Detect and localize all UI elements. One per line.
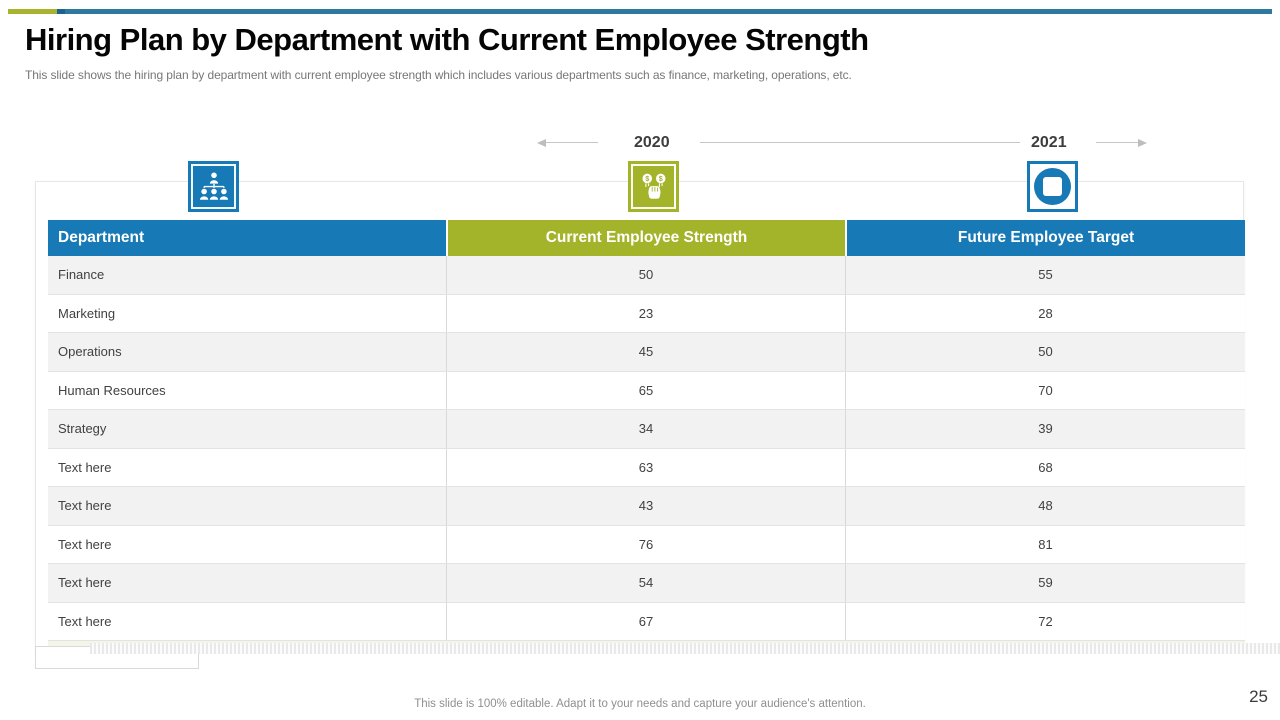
cell-future-target: 55 xyxy=(1038,267,1053,283)
cell-future-target: 59 xyxy=(1038,575,1053,591)
cell-department: Text here xyxy=(48,602,447,640)
page-number: 25 xyxy=(1249,687,1268,706)
cell-department: Text here xyxy=(48,448,447,486)
cell-current-strength: 54 xyxy=(447,564,846,602)
timeline-arrow-left-icon xyxy=(537,139,546,147)
cell-future-target: 72 xyxy=(1038,613,1053,629)
table-header-row: Department Current Employee Strength Fut… xyxy=(48,220,1245,256)
cell-future-target: 50 xyxy=(1038,344,1053,360)
table-row: Human Resources 65 70 xyxy=(48,371,1245,410)
timeline-year-2021: 2021 xyxy=(1031,134,1067,151)
slide-subtitle: This slide shows the hiring plan by depa… xyxy=(25,68,852,82)
footer-note: This slide is 100% editable. Adapt it to… xyxy=(414,698,866,710)
table-row: Operations 45 50 xyxy=(48,333,1245,372)
page-title: Hiring Plan by Department with Current E… xyxy=(25,22,869,57)
timeline-line xyxy=(1096,142,1138,143)
cell-current-strength: 23 xyxy=(447,294,846,332)
circle-glyph xyxy=(1034,168,1071,205)
column-header-department: Department xyxy=(48,220,446,256)
decorative-striped-bar xyxy=(90,643,1280,654)
org-chart-icon-frame xyxy=(191,164,236,209)
cell-future-target: 39 xyxy=(1038,421,1053,437)
timeline-year-2020: 2020 xyxy=(634,134,670,151)
cell-department: Strategy xyxy=(48,410,447,448)
cell-current-strength: 76 xyxy=(447,525,846,563)
table-body: Finance 50 55 Marketing 23 28 Operations 45 50 Hu… xyxy=(48,256,1245,641)
square-glyph xyxy=(1043,177,1062,196)
cell-current-strength: 67 xyxy=(447,602,846,640)
column-header-future-employee-target: Future Employee Target xyxy=(847,220,1245,256)
cell-future-target: 70 xyxy=(1038,382,1053,398)
cell-department: Operations xyxy=(48,333,447,371)
money-hand-icon-frame: $ $ xyxy=(631,164,676,209)
money-hand-icon: $ $ xyxy=(628,161,679,212)
table-row: Strategy 34 39 xyxy=(48,410,1245,449)
cell-department: Text here xyxy=(48,525,447,563)
table-row: Text here 63 68 xyxy=(48,448,1245,487)
money-hand-glyph: $ $ xyxy=(641,173,666,199)
cell-current-strength: 50 xyxy=(447,256,846,294)
table-row: Finance 50 55 xyxy=(48,256,1245,295)
accent-bar-olive-segment xyxy=(8,9,57,14)
org-chart-icon xyxy=(188,161,239,212)
cell-future-target: 81 xyxy=(1038,536,1053,552)
cell-future-target: 28 xyxy=(1038,305,1053,321)
circle-square-icon-frame xyxy=(1031,165,1074,208)
cell-current-strength: 43 xyxy=(447,487,846,525)
cell-current-strength: 34 xyxy=(447,410,846,448)
cell-department: Human Resources xyxy=(48,371,447,409)
table-row: Text here 67 72 xyxy=(48,602,1245,641)
timeline-line xyxy=(700,142,1020,143)
cell-current-strength: 63 xyxy=(447,448,846,486)
svg-text:$: $ xyxy=(658,173,662,182)
column-header-current-employee-strength: Current Employee Strength xyxy=(448,220,845,256)
cell-department: Marketing xyxy=(48,294,447,332)
accent-bar-blue-segment xyxy=(65,9,1272,14)
cell-current-strength: 45 xyxy=(447,333,846,371)
svg-text:$: $ xyxy=(645,173,649,182)
org-chart-glyph xyxy=(199,172,228,200)
cell-current-strength: 65 xyxy=(447,371,846,409)
cell-department: Finance xyxy=(48,256,447,294)
cell-future-target: 48 xyxy=(1038,498,1053,514)
table-row: Text here 54 59 xyxy=(48,564,1245,603)
accent-bar-dark-segment xyxy=(57,9,65,14)
circle-square-icon xyxy=(1027,161,1078,212)
timeline-arrow-right-icon xyxy=(1138,139,1147,147)
table-row: Text here 76 81 xyxy=(48,525,1245,564)
cell-department: Text here xyxy=(48,564,447,602)
table-row: Marketing 23 28 xyxy=(48,294,1245,333)
timeline-line xyxy=(546,142,598,143)
hiring-plan-table: Department Current Employee Strength Fut… xyxy=(48,220,1245,641)
cell-department: Text here xyxy=(48,487,447,525)
table-row: Text here 43 48 xyxy=(48,487,1245,526)
cell-future-target: 68 xyxy=(1038,459,1053,475)
